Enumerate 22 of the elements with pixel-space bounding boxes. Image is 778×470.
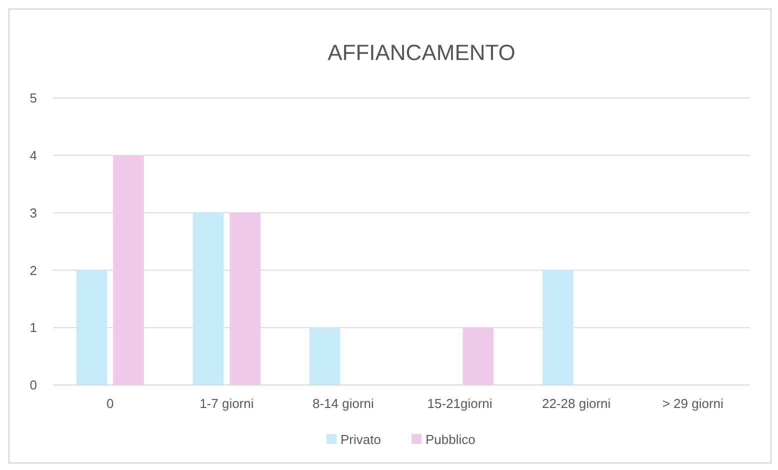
x-tick-label: 1-7 giorni <box>200 396 254 411</box>
bar <box>230 212 260 385</box>
y-tick-label: 3 <box>30 205 37 220</box>
bar <box>113 155 144 385</box>
legend-label: Privato <box>340 432 381 447</box>
bar <box>192 212 224 385</box>
y-tick-label: 4 <box>30 148 37 163</box>
bar <box>542 270 574 385</box>
bar <box>462 328 494 385</box>
x-tick-label: 22-28 giorni <box>542 396 611 411</box>
y-tick-label: 1 <box>30 320 37 336</box>
bar <box>309 328 340 385</box>
y-tick-label: 2 <box>30 262 37 278</box>
y-tick-label: 0 <box>30 378 37 393</box>
chart-title: AFFIANCAMENTO <box>328 40 516 65</box>
y-tick-label: 5 <box>30 90 37 106</box>
x-tick-label: 15-21giorni <box>427 396 492 411</box>
bar <box>76 270 108 385</box>
x-tick-label: 8-14 giorni <box>312 396 374 411</box>
x-tick-label: 0 <box>106 396 114 411</box>
legend-label: Pubblico <box>426 432 476 447</box>
x-tick-label: > 29 giorni <box>662 396 724 411</box>
